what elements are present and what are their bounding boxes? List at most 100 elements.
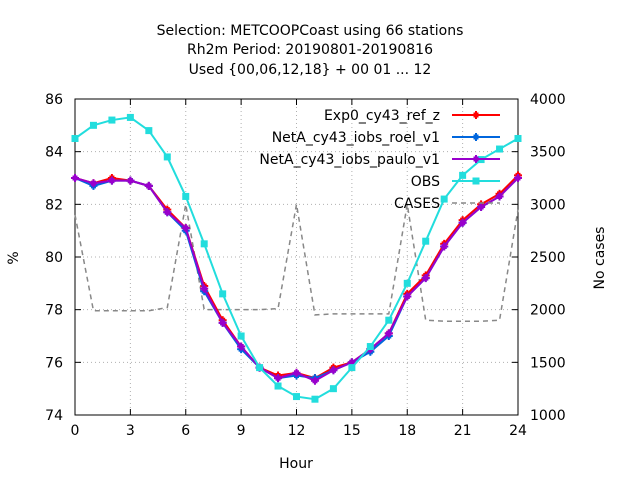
- data-point: [219, 290, 227, 298]
- marker-core: [423, 275, 429, 281]
- data-point: [385, 316, 393, 324]
- data-point: [496, 145, 504, 153]
- x-tick-label: 9: [237, 423, 246, 439]
- marker-core: [90, 180, 96, 186]
- data-point: [163, 153, 171, 161]
- x-tick-label: 12: [288, 423, 306, 439]
- marker-core: [386, 330, 392, 336]
- data-point: [181, 224, 190, 233]
- data-point: [292, 368, 301, 377]
- y2-axis-label: No cases: [592, 227, 608, 290]
- x-tick-label: 24: [509, 423, 527, 439]
- legend-marker: [472, 155, 480, 163]
- legend-entry-cases: CASES: [394, 196, 500, 212]
- data-point: [514, 174, 522, 182]
- data-point: [71, 135, 79, 142]
- y-tick-label: 78: [45, 303, 63, 319]
- x-tick-label: 3: [126, 423, 135, 439]
- marker-core: [238, 344, 244, 350]
- data-point: [144, 181, 153, 190]
- marker-core: [473, 112, 479, 118]
- marker-core: [164, 209, 170, 215]
- y-tick-label: 74: [45, 408, 63, 424]
- marker-core: [312, 378, 318, 384]
- data-point: [421, 274, 430, 283]
- marker-core: [515, 175, 521, 181]
- title-line-2: Rh2m Period: 20190801-20190816: [187, 42, 433, 58]
- legend: Exp0_cy43_ref_z NetA_cy43_iobs_roel_v1 Net…: [259, 108, 500, 212]
- data-point: [403, 279, 411, 287]
- data-point: [274, 382, 282, 390]
- data-point: [403, 292, 412, 301]
- data-point: [274, 374, 283, 383]
- data-point: [237, 332, 245, 340]
- y-tick-label: 76: [45, 355, 63, 371]
- data-point: [200, 240, 208, 248]
- y-tick-label: 80: [45, 250, 63, 266]
- legend-marker: [472, 133, 480, 141]
- y2-tick-label: 2500: [530, 250, 566, 266]
- data-point: [422, 237, 430, 245]
- marker-core: [497, 193, 503, 199]
- legend-label: NetA_cy43_iobs_paulo_v1: [259, 152, 440, 168]
- data-point: [126, 176, 135, 185]
- series-group: [71, 113, 522, 403]
- x-tick-label: 15: [343, 423, 361, 439]
- data-point: [311, 395, 319, 403]
- marker-core: [201, 286, 207, 292]
- x-tick-label: 0: [71, 423, 80, 439]
- legend-marker: [472, 111, 480, 119]
- data-point: [495, 192, 504, 201]
- y-tick-label: 86: [45, 92, 63, 108]
- data-point: [108, 116, 116, 124]
- data-point: [218, 318, 227, 327]
- marker-core: [183, 225, 189, 231]
- marker-core: [404, 294, 410, 299]
- chart-title: Selection: METCOOPCoast using 66 station…: [157, 23, 464, 78]
- data-point: [329, 385, 337, 393]
- y2-tick-label: 3000: [530, 197, 566, 213]
- legend-entry-neta-cy43-iobs-roel-v1: NetA_cy43_iobs_roel_v1: [272, 130, 500, 146]
- title-line-3: Used {00,06,12,18} + 00 01 ... 12: [189, 62, 432, 78]
- series-neta-cy43-iobs-paulo-v1: [71, 174, 522, 385]
- marker-core: [349, 359, 355, 365]
- x-tick-label: 6: [181, 423, 190, 439]
- data-point: [200, 284, 209, 293]
- marker-core: [294, 370, 299, 376]
- data-point: [89, 121, 97, 129]
- legend-entry-neta-cy43-iobs-paulo-v1: NetA_cy43_iobs_paulo_v1: [259, 152, 500, 168]
- data-point: [107, 176, 116, 185]
- data-point: [514, 135, 522, 142]
- data-point: [163, 208, 172, 217]
- y2-tick-label: 3500: [530, 145, 566, 161]
- legend-label: Exp0_cy43_ref_z: [324, 108, 440, 124]
- marker-core: [220, 320, 226, 326]
- legend-marker: [472, 177, 480, 185]
- grid: [75, 99, 518, 415]
- data-point: [329, 366, 338, 375]
- marker-core: [473, 156, 479, 162]
- data-point: [458, 218, 467, 227]
- series-obs: [71, 113, 522, 403]
- marker-core: [473, 134, 479, 140]
- data-point: [293, 393, 300, 401]
- data-point: [256, 364, 264, 372]
- y-tick-label: 82: [45, 197, 63, 213]
- marker-core: [127, 178, 133, 184]
- legend-entry-obs: OBS: [411, 174, 500, 190]
- y2-tick-label: 1000: [530, 408, 566, 424]
- legend-label: CASES: [394, 196, 440, 212]
- x-tick-label: 21: [454, 423, 472, 439]
- data-point: [237, 342, 246, 351]
- data-point: [126, 113, 134, 121]
- legend-label: NetA_cy43_iobs_roel_v1: [272, 130, 440, 146]
- y2-tick-label: 4000: [530, 92, 566, 108]
- y2-tick-label: 2000: [530, 303, 566, 319]
- marker-core: [330, 367, 336, 373]
- marker-core: [441, 243, 447, 249]
- marker-core: [478, 204, 484, 210]
- data-point: [145, 127, 153, 135]
- legend-label: OBS: [411, 174, 440, 190]
- axes: 0 3 6 9 12 15 18 21 24 74 76 78 80 82 84 86 1000 1500 2000…: [45, 92, 565, 439]
